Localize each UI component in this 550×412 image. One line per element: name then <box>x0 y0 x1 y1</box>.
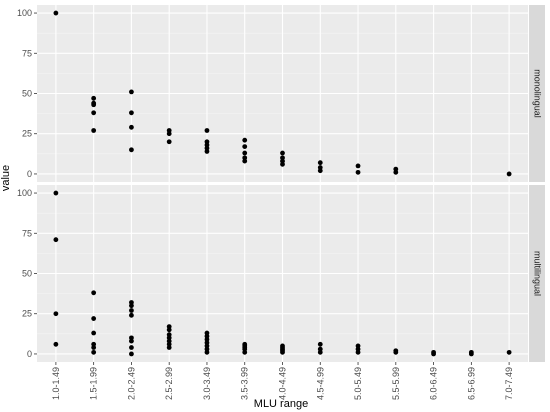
x-tick-label: 4.5-4.99 <box>315 367 325 400</box>
facet-panel-monolingual: 0 25 50 75 100 monolingual <box>17 5 545 182</box>
data-point <box>393 349 399 355</box>
data-point <box>204 349 210 355</box>
x-tick-label: 3.5-3.99 <box>240 367 250 400</box>
data-point <box>242 349 248 355</box>
data-point <box>242 137 248 143</box>
data-point <box>53 237 59 243</box>
facet-strip <box>529 185 545 362</box>
x-tick-label: 5.5-5.99 <box>391 367 401 400</box>
data-point <box>355 349 361 355</box>
x-tick-label: 6.0-6.49 <box>429 367 439 400</box>
data-point <box>129 351 134 357</box>
data-point <box>129 338 134 344</box>
data-point <box>91 349 97 355</box>
y-tick-label: 75 <box>22 228 32 238</box>
y-tick-label: 50 <box>22 269 32 279</box>
x-tick-label: 1.0-1.49 <box>51 367 61 400</box>
data-point <box>431 351 436 357</box>
y-tick-label: 100 <box>17 188 32 198</box>
data-point <box>317 341 323 347</box>
facet-strip-label: monolingual <box>533 69 543 118</box>
data-point <box>53 190 59 196</box>
data-point <box>91 102 97 108</box>
facet-panel-multilingual: 0 25 50 75 100 multilingual <box>17 185 545 362</box>
data-point <box>317 349 323 355</box>
data-point <box>242 144 248 150</box>
data-point <box>242 158 248 164</box>
x-tick-label: 2.0-2.49 <box>126 367 136 400</box>
data-point <box>280 161 285 167</box>
x-tick-label: 7.0-7.49 <box>504 367 514 400</box>
y-tick-label: 0 <box>27 169 32 179</box>
data-point <box>129 312 134 318</box>
data-point <box>393 169 399 175</box>
y-tick-label: 50 <box>22 89 32 99</box>
y-tick-label: 25 <box>22 129 32 139</box>
x-tick-label: 1.5-1.99 <box>89 367 99 400</box>
data-point <box>91 95 97 101</box>
x-tick-label: 4.0-4.49 <box>278 367 288 400</box>
data-point <box>129 89 134 95</box>
x-tick-label: 6.5-6.99 <box>466 367 476 400</box>
x-tick-label: 3.0-3.49 <box>202 367 212 400</box>
x-tick-label: 2.5-2.99 <box>164 367 174 400</box>
facet-strip <box>529 5 545 182</box>
facet-strip-label: multilingual <box>533 251 543 296</box>
data-point <box>53 341 59 347</box>
data-point <box>166 345 172 350</box>
data-point <box>166 139 172 145</box>
data-point <box>506 171 512 177</box>
data-point <box>355 169 361 175</box>
data-point <box>129 303 134 309</box>
data-point <box>204 128 210 133</box>
data-point <box>91 316 97 321</box>
data-point <box>166 131 172 137</box>
y-tick-label: 100 <box>17 8 32 18</box>
y-tick-label: 25 <box>22 309 32 319</box>
data-point <box>317 168 323 174</box>
data-point <box>506 349 512 355</box>
data-point <box>468 351 474 357</box>
data-point <box>317 160 323 166</box>
data-point <box>129 110 134 116</box>
y-tick-label: 0 <box>27 349 32 359</box>
y-tick-label: 75 <box>22 48 32 58</box>
data-point <box>91 345 97 350</box>
data-point <box>280 349 285 355</box>
data-point <box>280 150 285 156</box>
data-point <box>91 290 97 296</box>
data-point <box>129 124 134 130</box>
plot-layer: 0 25 50 75 100 monolingual 0 25 50 75 100 multiling… <box>17 5 545 400</box>
data-point <box>129 147 134 153</box>
data-point <box>129 308 134 313</box>
data-point <box>91 110 97 116</box>
y-axis-title: value <box>0 165 12 191</box>
data-point <box>53 10 59 16</box>
data-point <box>242 150 248 156</box>
data-point <box>53 311 59 317</box>
data-point <box>129 345 134 350</box>
data-point <box>166 327 172 333</box>
data-point <box>91 330 97 336</box>
data-point <box>91 128 97 133</box>
data-point <box>355 163 361 169</box>
data-point <box>204 149 210 154</box>
x-axis-title: MLU range <box>254 398 308 410</box>
x-tick-label: 5.0-5.49 <box>353 367 363 400</box>
